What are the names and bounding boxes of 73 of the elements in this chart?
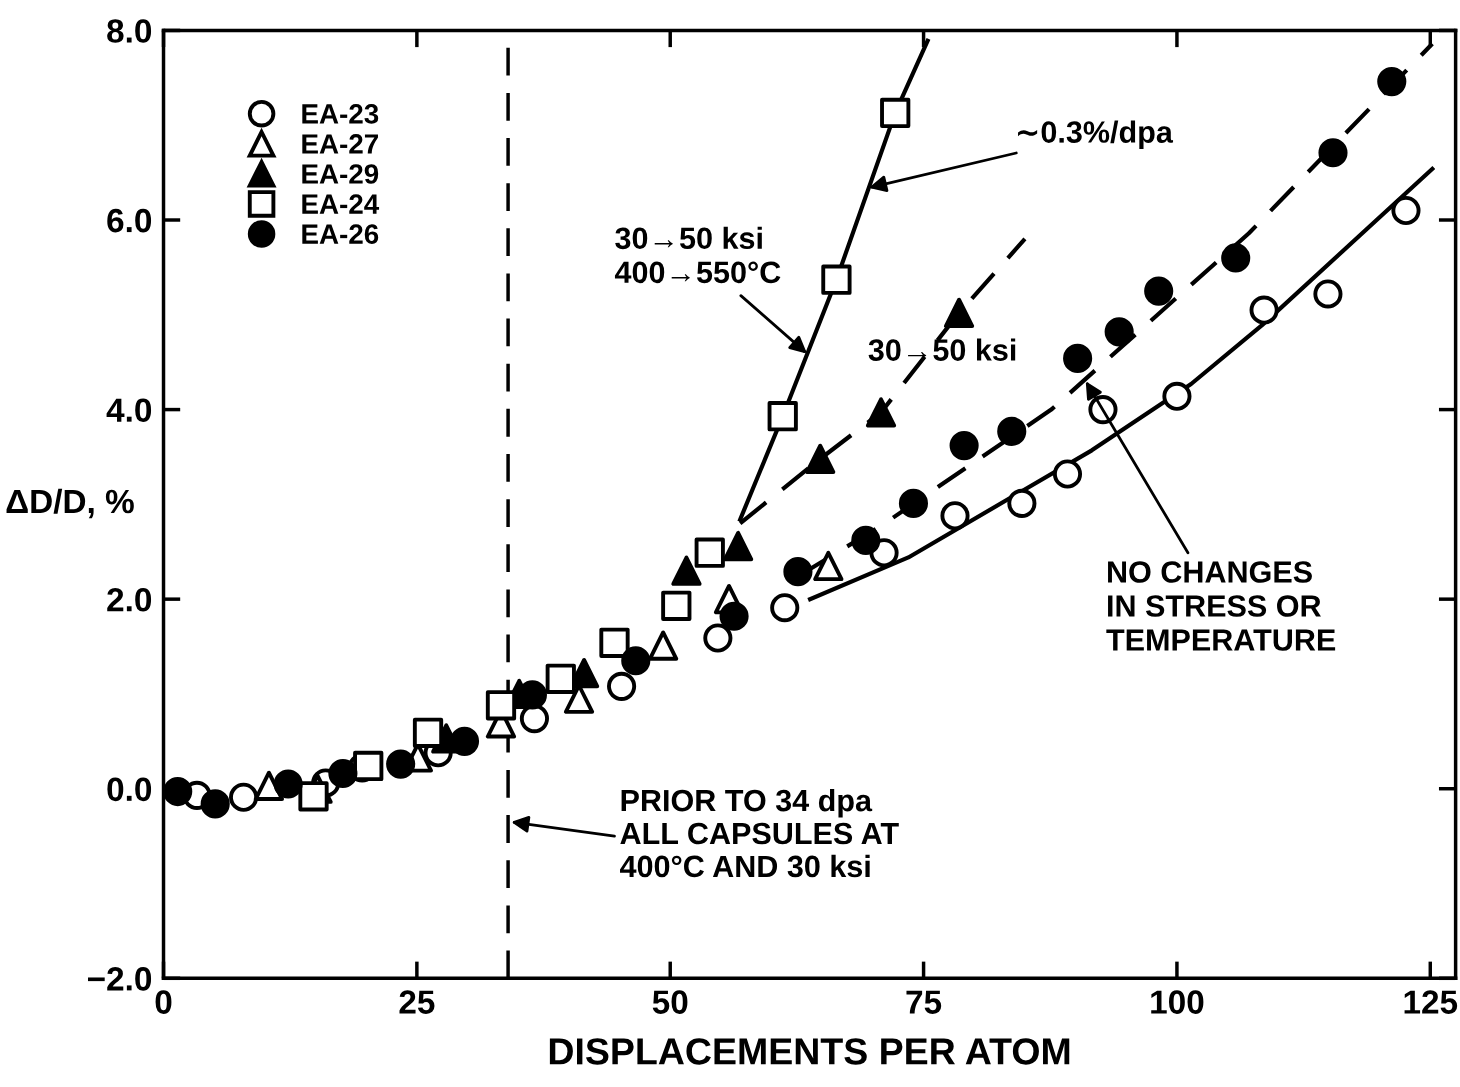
annotation: NO CHANGES IN STRESS OR TEMPERATURE [1106,561,1336,651]
annotation: ∼0.3%/dpa [1018,120,1174,149]
point [851,525,881,555]
point [1313,279,1343,309]
point [805,443,836,474]
annotation: 30→50 ksi [868,338,1016,361]
point [813,550,844,582]
x-tick-label: 100 [1151,990,1204,1014]
point [1162,381,1192,411]
point [273,769,303,799]
point [328,759,358,789]
point [648,630,679,661]
point [940,501,970,531]
point [1221,243,1251,273]
point [661,590,692,621]
point [898,488,929,518]
point [621,646,651,676]
x-tick-label: 50 [652,990,688,1014]
legend-label: EA-26 [302,224,379,244]
point [865,397,897,428]
point [997,416,1027,446]
x-tick-label: 0 [155,990,172,1014]
point [1144,276,1174,306]
y-tick-label: 8.0 [107,19,152,43]
annotation: 30→50 ksi 400→550°C [614,226,781,284]
point [1377,67,1407,97]
point [485,690,517,721]
point [1052,459,1083,489]
legend-label: EA-23 [302,104,379,124]
point [671,555,702,586]
point [449,726,480,756]
y-tick-label: −2.0 [87,967,152,991]
point [1318,138,1348,168]
point [1104,317,1134,347]
y-tick-label: 2.0 [107,587,152,612]
legend-label: EA-24 [302,194,380,214]
point [694,537,725,568]
point [949,431,979,461]
legend-label: EA-29 [302,164,379,184]
point [719,601,749,631]
point [412,717,444,748]
y-tick-label: 4.0 [106,398,152,422]
point [298,781,329,812]
point [519,704,549,734]
point [1063,343,1093,373]
point [723,530,754,562]
point [386,749,416,779]
point [163,777,193,807]
annotation: PRIOR TO 34 dpa ALL CAPSULES AT 400°C AND 30 ksi [620,788,899,878]
x-tick-label: 25 [399,990,435,1014]
point [703,623,733,653]
point [1249,295,1279,325]
point [599,627,630,658]
x-tick-label: 125 [1404,990,1458,1014]
y-tick-label: 0.0 [107,777,152,802]
legend-label: EA-27 [302,134,378,154]
point [545,663,576,694]
point [1007,488,1037,518]
point [607,671,637,701]
point [783,557,813,587]
y-tick-label: 6.0 [107,208,152,233]
point [943,297,975,329]
x-tick-label: 75 [906,990,942,1014]
x-axis-title: DISPLACEMENTS PER ATOM [549,1038,1070,1065]
point [200,789,230,819]
point [770,593,800,623]
point [1391,195,1421,226]
point [229,782,259,812]
point [880,97,911,129]
y-axis-title: ΔD/D, % [6,488,134,519]
point [821,264,852,295]
point [353,750,384,782]
point [767,401,798,432]
